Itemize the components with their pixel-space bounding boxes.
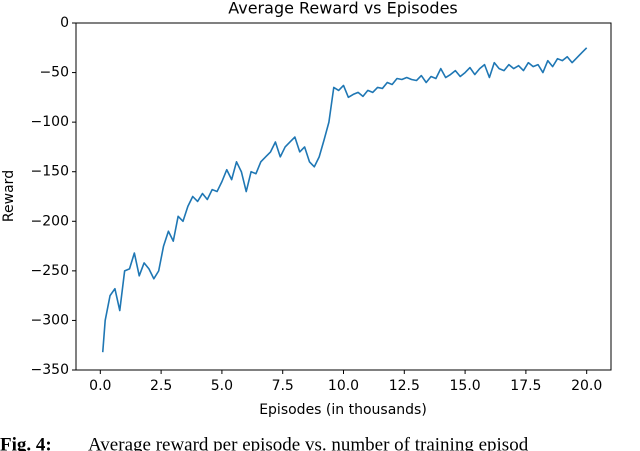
y-tick-label: −350 <box>31 362 69 378</box>
data-line <box>101 47 588 353</box>
caption: Average reward per episode vs. number of… <box>88 434 529 451</box>
x-tick-label: 0.0 <box>89 378 111 394</box>
x-tick-label: 10.0 <box>328 378 359 394</box>
y-tick-label: −150 <box>31 164 69 180</box>
chart-title: Average Reward vs Episodes <box>228 0 458 18</box>
y-tick-label: 0 <box>60 15 69 31</box>
x-tick-label: 7.5 <box>272 378 294 394</box>
x-tick-label: 2.5 <box>150 378 172 394</box>
y-tick-label: −200 <box>31 213 69 229</box>
y-tick-label: −300 <box>31 312 69 328</box>
x-tick-label: 15.0 <box>450 378 481 394</box>
x-tick-label: 17.5 <box>510 378 541 394</box>
x-tick-label: 12.5 <box>389 378 420 394</box>
plot-frame <box>75 22 612 371</box>
x-tick-label: 5.0 <box>211 378 233 394</box>
y-tick-label: −50 <box>39 65 69 81</box>
y-axis-label: Reward <box>1 170 17 222</box>
caption-label: Fig. 4: <box>0 434 52 451</box>
y-tick-label: −100 <box>31 114 69 130</box>
y-tick-label: −250 <box>31 263 69 279</box>
x-axis-label: Episodes (in thousands) <box>259 402 427 418</box>
x-tick-label: 20.0 <box>571 378 602 394</box>
